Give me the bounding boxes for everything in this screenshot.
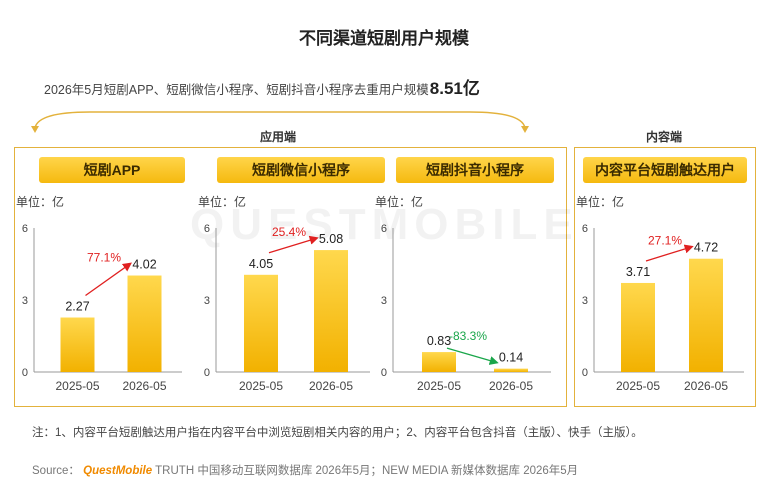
x-tick-label: 2025-05 [239,379,283,393]
content-side-frame [574,147,756,407]
chart-title: 不同渠道短剧用户规模 [299,29,469,48]
growth-label: 77.1% [87,251,121,265]
chart-panel-content: 单位：亿 0 3 6 3.71 2025-05 4.72 2026-05 27.1% [576,194,744,393]
bar [314,250,348,372]
bar [60,317,95,372]
y-tick-label: 3 [582,295,588,307]
y-tick-label: 3 [204,295,210,307]
x-tick-label: 2026-05 [684,379,728,393]
chart-panel-wechat: 单位：亿 0 3 6 4.05 2025-05 5.08 2026-05 25.4% [198,194,370,393]
x-tick-label: 2026-05 [309,379,353,393]
panel-title-app: 短剧APP [39,157,185,183]
growth-arrow [645,244,694,262]
source-label: Source： [32,465,80,477]
watermark: QUESTMOBILE [190,200,579,249]
source-brand: QuestMobile [83,465,153,477]
x-tick-label: 2026-05 [489,379,533,393]
source-text: TRUTH 中国移动互联网数据库 2026年5月；NEW MEDIA 新媒体数据… [155,465,579,477]
chart-panel-app: 单位：亿 0 3 6 2.27 2025-05 4.02 2026-05 77.1% [16,194,182,393]
x-tick-label: 2025-05 [55,379,99,393]
y-tick-label: 0 [22,367,28,379]
panel-title-content: 内容平台短剧触达用户 [583,157,747,183]
bar-value-label: 5.08 [319,232,343,246]
bar-value-label: 0.83 [427,334,451,348]
bar [422,352,456,372]
app-side-frame [14,147,567,407]
y-tick-label: 6 [582,223,588,235]
y-tick-label: 0 [204,367,210,379]
app-side-label: 应用端 [260,130,297,144]
growth-arrow [268,235,319,254]
x-tick-label: 2025-05 [616,379,660,393]
summary-text: 2026年5月短剧APP、短剧微信小程序、短剧抖音小程序去重用户规模 [44,83,429,97]
bar-value-label: 4.72 [694,241,718,255]
y-tick-label: 3 [22,295,28,307]
y-unit-label: 单位：亿 [576,194,624,209]
bar-value-label: 2.27 [65,300,89,314]
footnote: 注：1、内容平台短剧触达用户指在内容平台中浏览短剧相关内容的用户；2、内容平台包… [32,427,643,439]
bar-value-label: 0.14 [499,351,523,365]
y-tick-label: 0 [582,367,588,379]
chart-panel-douyin: 单位：亿 0 3 6 0.83 2025-05 0.14 2026-05 -83.3% [375,194,551,393]
summary-value: 8.51亿 [429,79,480,98]
y-tick-label: 6 [22,223,28,235]
source-line: Source： QuestMobile TRUTH 中国移动互联网数据库 202… [32,462,578,478]
y-unit-label: 单位：亿 [375,194,423,209]
y-tick-label: 3 [381,295,387,307]
y-tick-label: 0 [381,367,387,379]
growth-label: 25.4% [272,225,306,239]
summary-line: 2026年5月短剧APP、短剧微信小程序、短剧抖音小程序去重用户规模8.51亿 [44,74,480,99]
y-tick-label: 6 [381,223,387,235]
bar [494,368,528,372]
bar [621,282,655,372]
growth-arrow [446,347,499,365]
x-tick-label: 2025-05 [417,379,461,393]
y-unit-label: 单位：亿 [198,194,246,209]
bar [689,258,723,372]
panel-title-wechat: 短剧微信小程序 [217,157,385,183]
bar [127,275,162,372]
bar-value-label: 3.71 [626,265,650,279]
panel-title-douyin: 短剧抖音小程序 [396,157,554,183]
growth-arrow [85,262,132,297]
y-tick-label: 6 [204,223,210,235]
bar-value-label: 4.05 [249,257,273,271]
content-side-label: 内容端 [646,130,683,144]
y-unit-label: 单位：亿 [16,194,64,209]
bar-value-label: 4.02 [132,258,156,272]
growth-label: 27.1% [648,234,682,248]
growth-label: -83.3% [449,329,487,343]
x-tick-label: 2026-05 [122,379,166,393]
bar [244,274,278,372]
app-side-brace [31,111,529,133]
